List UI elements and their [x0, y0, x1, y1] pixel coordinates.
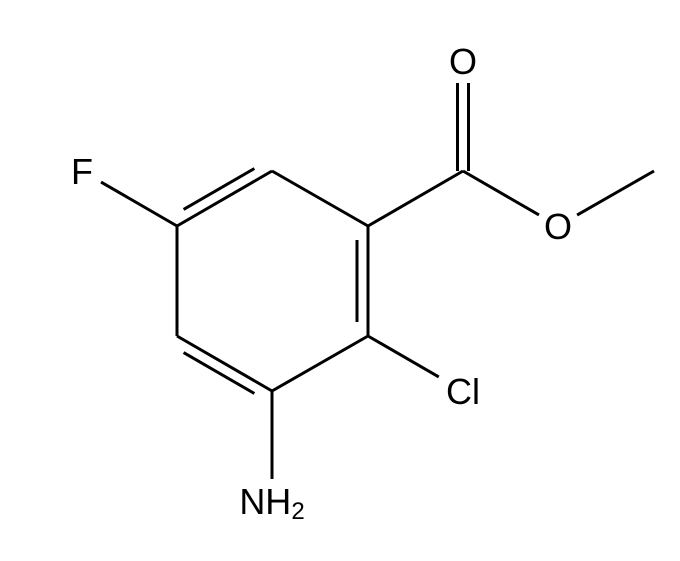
svg-text:F: F [71, 151, 93, 192]
svg-text:Cl: Cl [446, 371, 480, 412]
svg-text:NH2: NH2 [239, 481, 304, 525]
svg-text:O: O [449, 41, 477, 82]
svg-text:O: O [544, 206, 572, 247]
